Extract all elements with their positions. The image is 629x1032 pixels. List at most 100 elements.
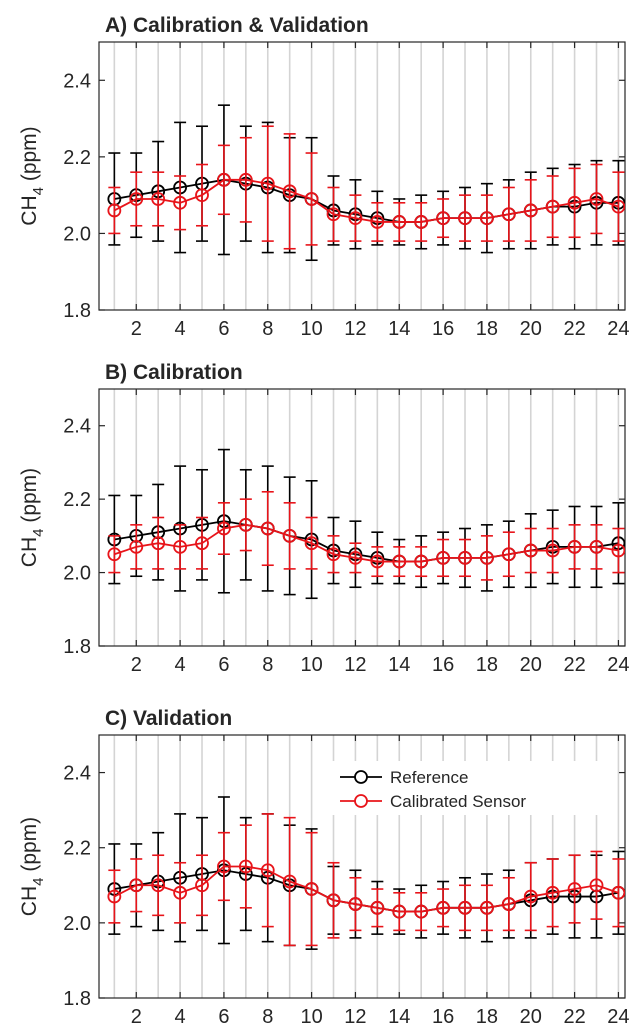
axes-box (98, 41, 626, 311)
plot-area (107, 104, 625, 262)
data-point (458, 550, 472, 565)
y-tick-label: 2.4 (63, 416, 91, 438)
y-axis-label: CH4 (ppm) (18, 468, 47, 567)
axes-box (98, 388, 626, 647)
data-point (326, 893, 341, 908)
data-point (238, 172, 253, 187)
y-axis-label-unit: (ppm) (18, 126, 41, 187)
data-point (195, 536, 209, 551)
data-point (436, 211, 450, 226)
data-point (260, 863, 275, 878)
data-point (173, 885, 187, 900)
data-point (348, 897, 363, 911)
data-point (173, 539, 187, 554)
data-point (173, 195, 187, 210)
panel-title: B) Calibration (105, 361, 243, 384)
y-axis-label-base: CH (18, 886, 41, 916)
data-point (238, 517, 253, 532)
data-point (370, 215, 385, 229)
legend-entry: Calibrated Sensor (340, 792, 526, 811)
x-tick-label: 24 (607, 1006, 629, 1028)
data-point (567, 882, 582, 896)
data-point (414, 904, 429, 919)
x-tick-label: 22 (563, 1006, 585, 1028)
x-tick-label: 12 (344, 654, 366, 676)
data-point (458, 900, 472, 915)
y-axis-label-base: CH (18, 537, 41, 567)
series-line (114, 178, 619, 223)
x-tick-label: 4 (175, 654, 186, 676)
data-point (545, 885, 560, 900)
data-point (129, 539, 144, 554)
data-point (304, 882, 319, 896)
x-tick-label: 8 (262, 1006, 273, 1028)
series-1 (107, 813, 625, 947)
x-tick-label: 14 (388, 1006, 410, 1028)
data-point (501, 897, 516, 911)
x-tick-label: 22 (563, 318, 585, 340)
x-tick-label: 20 (520, 318, 542, 340)
data-point (151, 878, 166, 893)
legend-label: Calibrated Sensor (390, 792, 526, 811)
data-point (458, 211, 472, 226)
data-point (501, 547, 516, 562)
x-tick-label: 6 (218, 1006, 229, 1028)
data-point (436, 550, 450, 565)
x-tick-label: 6 (218, 318, 229, 340)
data-point (611, 543, 625, 558)
x-tick-label: 8 (262, 318, 273, 340)
data-point (545, 199, 560, 214)
data-point (348, 550, 363, 565)
data-point (611, 199, 625, 214)
x-tick-label: 16 (432, 318, 454, 340)
series-line (113, 178, 619, 223)
data-point (392, 554, 407, 569)
data-point (217, 859, 231, 874)
legend: Reference Calibrated Sensor (332, 761, 602, 815)
data-point (238, 859, 253, 874)
x-tick-label: 18 (476, 1006, 498, 1028)
y-axis-label-subscript: 4 (30, 878, 47, 886)
data-point (523, 543, 538, 558)
y-axis-label: CH4 (ppm) (18, 126, 47, 225)
plot-area (107, 796, 625, 950)
y-axis-label-base: CH (18, 195, 41, 225)
y-axis-label-unit: (ppm) (18, 817, 41, 878)
data-point (436, 900, 450, 915)
y-tick-label: 2.2 (63, 147, 91, 169)
legend-marker (354, 794, 368, 808)
data-point (611, 885, 625, 900)
x-tick-label: 12 (344, 318, 366, 340)
x-tick-label: 20 (520, 654, 542, 676)
y-tick-label: 2.2 (63, 489, 91, 511)
panel-1: 2 4 6 8 10 12 14 16 18 20 22 241.82.02.22.4B) Calib… (18, 361, 629, 676)
series-line (114, 520, 619, 563)
data-point (589, 878, 604, 893)
legend-background (332, 761, 602, 815)
data-point (129, 192, 144, 206)
data-point (129, 878, 144, 893)
x-tick-label: 22 (563, 654, 585, 676)
data-point (195, 878, 209, 893)
series-1 (107, 490, 625, 581)
y-axis-label: CH4 (ppm) (18, 817, 47, 916)
panel-title: C) Validation (105, 707, 232, 730)
data-point (326, 207, 341, 222)
data-point (282, 528, 297, 543)
x-tick-label: 20 (520, 1006, 542, 1028)
data-point (567, 539, 582, 554)
data-point (304, 192, 319, 206)
axes-box (98, 734, 626, 999)
x-tick-label: 2 (131, 318, 142, 340)
data-point (589, 192, 604, 206)
y-axis-label-subscript: 4 (30, 187, 47, 195)
series-line (114, 523, 619, 563)
data-point (260, 176, 275, 191)
series-line (113, 865, 619, 913)
data-point (282, 874, 297, 889)
data-point (217, 172, 231, 187)
x-tick-label: 2 (131, 1006, 142, 1028)
data-point (304, 536, 319, 551)
legend-label: Reference (390, 768, 468, 787)
